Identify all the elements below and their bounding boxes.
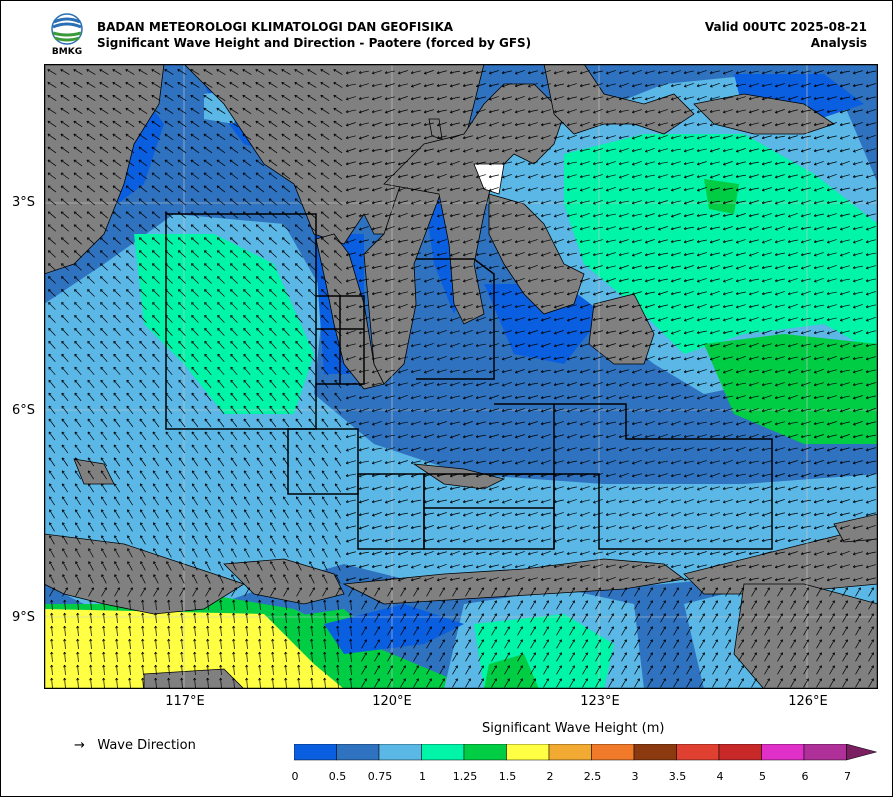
colorbar-segment <box>591 743 635 761</box>
colorbar-tick-label: 7 <box>844 770 851 783</box>
land-masses <box>44 64 878 689</box>
wave-direction-arrows <box>47 69 876 689</box>
colorbar-tick-label: 1.5 <box>498 770 517 783</box>
colorbar-tick-label: 5 <box>759 770 766 783</box>
colorbar-tick-label: 1 <box>419 770 426 783</box>
colorbar-segment <box>676 743 720 761</box>
land-timor <box>683 523 878 595</box>
colorbar-segment <box>463 743 507 761</box>
direction-arrow-icon: → <box>74 738 85 753</box>
colorbar-segment <box>336 743 380 761</box>
land-kalimantan <box>44 64 165 275</box>
colorbar-tick-label: 4 <box>716 770 724 783</box>
colorbar-tick-label: 0 <box>291 770 299 783</box>
bmkg-logo: BMKG <box>48 12 86 57</box>
land-alor <box>833 513 878 543</box>
chart-subtitle: Significant Wave Height and Direction - … <box>97 36 532 50</box>
colorbar-tick-label: 2 <box>546 770 554 783</box>
lat-label-3s: 3°S <box>12 195 36 210</box>
colorbar-segment <box>378 743 422 761</box>
land-selayar <box>413 463 506 490</box>
colorbar-tick-label: 0.5 <box>328 770 347 783</box>
forecast-zones <box>165 213 773 550</box>
valid-time: Valid 00UTC 2025-08-21 <box>704 20 867 34</box>
land-islet-white <box>473 163 505 195</box>
colorbar-title: Significant Wave Height (m) <box>482 721 665 736</box>
direction-legend-label: Wave Direction <box>97 738 196 753</box>
analysis-label: Analysis <box>810 36 867 50</box>
colorbar-segment <box>718 743 762 761</box>
lon-label-120e: 120°E <box>372 694 412 709</box>
header-left: BADAN METEOROLOGI KLIMATOLOGI DAN GEOFIS… <box>97 19 531 51</box>
lon-label-117e: 117°E <box>165 694 205 709</box>
colorbar-tick-label: 1.25 <box>452 770 478 783</box>
lat-label-6s: 6°S <box>12 403 36 418</box>
header-right: Valid 00UTC 2025-08-21 Analysis <box>705 19 867 51</box>
colorbar-tick-label: 2.5 <box>583 770 602 783</box>
lon-label-123e: 123°E <box>580 694 620 709</box>
colorbar-tick-label: 0.75 <box>367 770 393 783</box>
land-sulawesi-north <box>543 64 695 135</box>
colorbar-tick-label: 3.5 <box>668 770 687 783</box>
colorbar-segment <box>506 743 550 761</box>
wave-height-field <box>44 64 878 689</box>
colorbar <box>293 743 884 766</box>
colorbar-segment <box>633 743 677 761</box>
colorbar-segment <box>548 743 592 761</box>
org-title: BADAN METEOROLOGI KLIMATOLOGI DAN GEOFIS… <box>97 20 454 34</box>
land-sulawesi-center <box>383 83 565 325</box>
colorbar-extend-arrow <box>846 743 878 761</box>
lat-label-9s: 9°S <box>12 610 36 625</box>
colorbar-tick-label: 3 <box>631 770 639 783</box>
map-border <box>44 64 878 689</box>
colorbar-segment <box>803 743 847 761</box>
colorbar-segment <box>293 743 337 761</box>
lat-lon-grid <box>44 64 878 689</box>
land-sulawesi-southeast <box>488 193 585 315</box>
lon-label-126e: 126°E <box>788 694 828 709</box>
land-timor-east <box>733 583 878 689</box>
direction-legend: → Wave Direction <box>74 738 196 753</box>
colorbar-tick-label: 6 <box>801 770 809 783</box>
colorbar-segment <box>761 743 805 761</box>
land-sulawesi-south <box>363 173 445 385</box>
colorbar-segment <box>421 743 465 761</box>
wave-map <box>44 64 878 689</box>
logo-text: BMKG <box>52 47 82 56</box>
